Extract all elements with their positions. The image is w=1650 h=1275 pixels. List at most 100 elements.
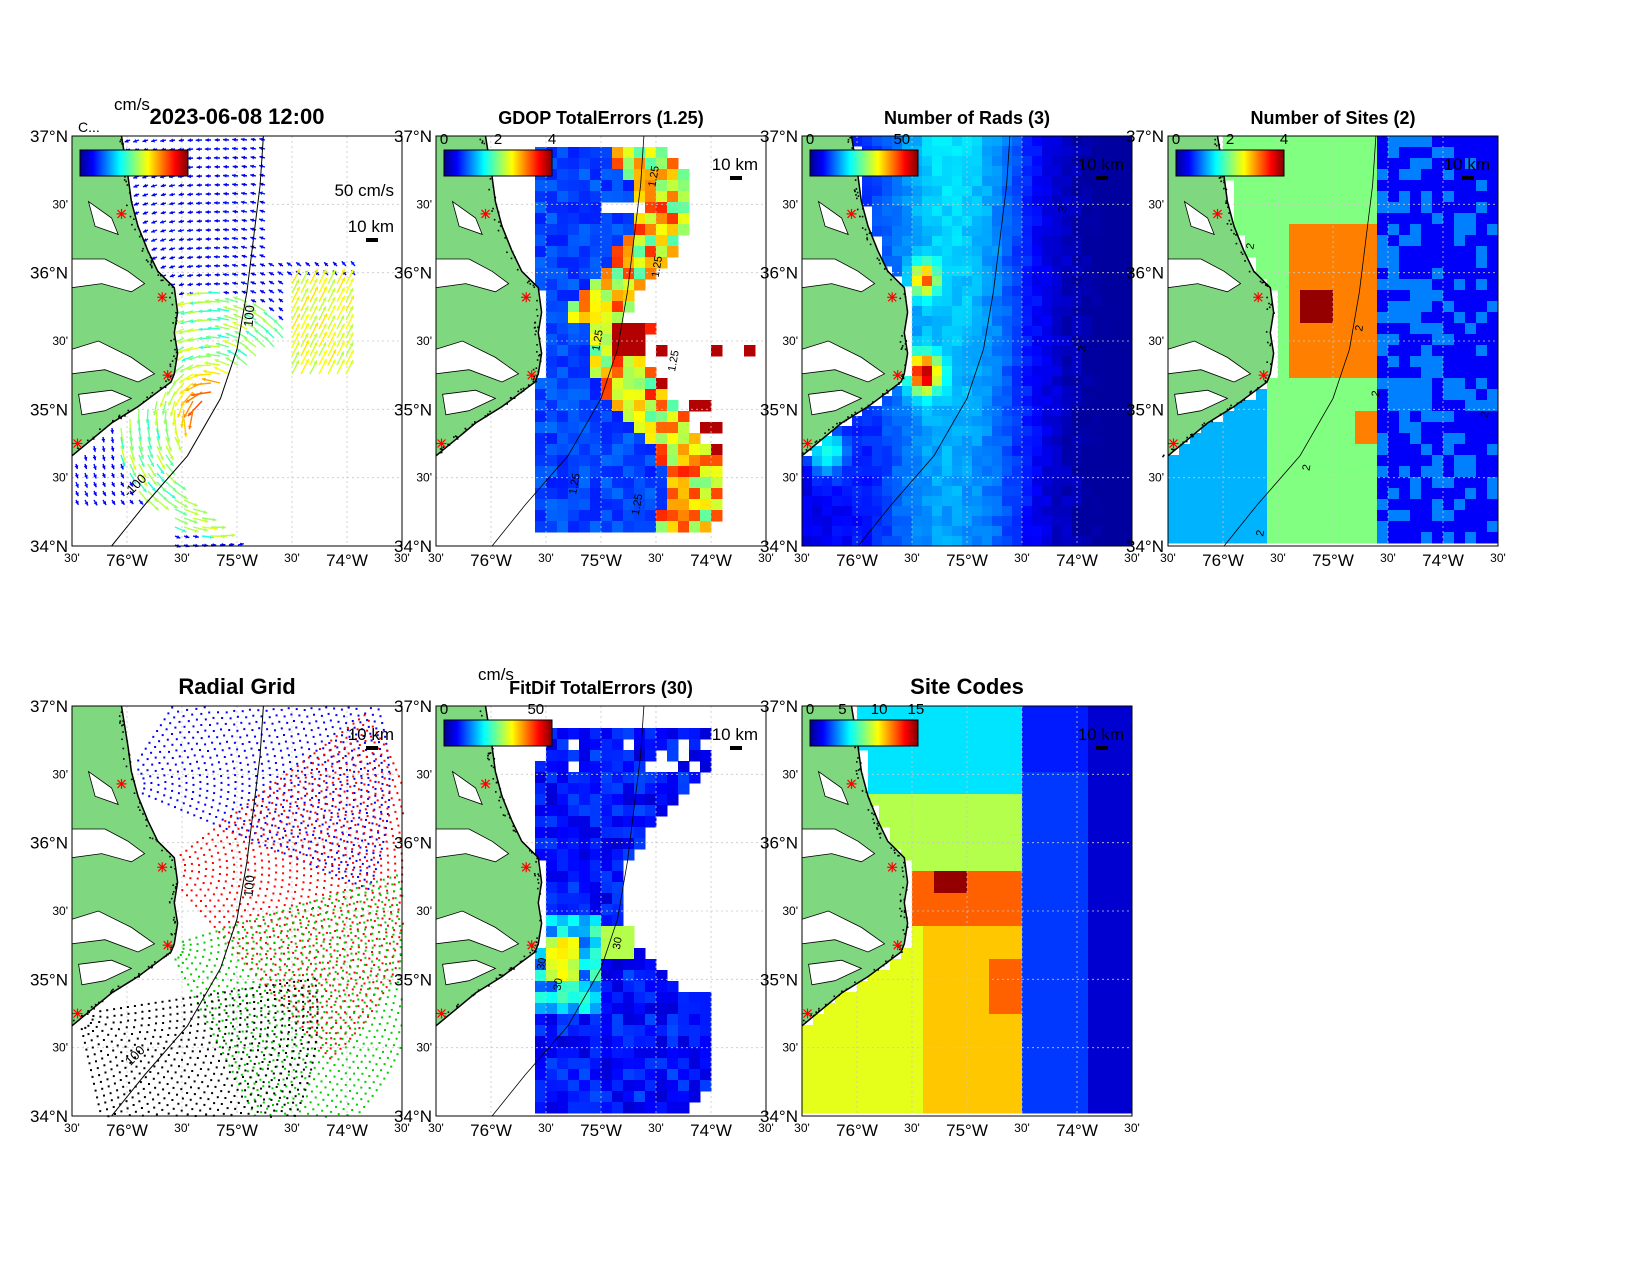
data-cell: [568, 279, 580, 291]
data-cell: [678, 477, 690, 489]
coast-speckle: [493, 218, 496, 221]
radial-grid-point: [229, 717, 232, 720]
data-cell: [892, 466, 903, 477]
data-cell: [1002, 136, 1013, 147]
coast-speckle: [900, 375, 903, 377]
radial-grid-point: [305, 734, 307, 737]
data-cell: [902, 246, 913, 257]
data-cell: [1052, 146, 1063, 157]
radial-grid-point: [199, 781, 202, 783]
vector-head: [182, 486, 186, 490]
data-cell: [1052, 156, 1063, 167]
vector-head: [178, 183, 183, 188]
data-cell: [982, 146, 993, 157]
data-cell: [952, 406, 963, 417]
radial-grid-point: [163, 756, 166, 759]
lat-tick-label: 34°N: [1126, 537, 1164, 556]
data-cell: [1366, 367, 1378, 379]
data-cell: [1366, 158, 1378, 170]
data-cell: [972, 416, 983, 427]
data-cell: [1476, 136, 1488, 148]
data-cell: [952, 366, 963, 377]
radial-grid-point: [335, 714, 338, 717]
radial-grid-point: [317, 799, 320, 801]
vector-head: [187, 174, 192, 179]
lat-tick-label: 30': [52, 197, 68, 211]
data-cell: [1092, 506, 1103, 517]
data-cell: [892, 396, 903, 407]
data-cell: [1311, 477, 1323, 489]
data-cell: [912, 366, 923, 377]
radial-grid-point: [349, 713, 352, 716]
coast-speckle: [150, 261, 153, 264]
data-cell: [1355, 345, 1367, 357]
data-cell: [932, 146, 943, 157]
radial-grid-point: [183, 749, 186, 752]
radial-grid-point: [367, 842, 370, 845]
radial-grid-point: [331, 762, 334, 765]
radial-grid-point: [191, 798, 194, 800]
data-cell: [1322, 301, 1334, 313]
data-cell: [1002, 186, 1013, 197]
data-cell: [1179, 521, 1191, 533]
coast-speckle: [534, 333, 537, 336]
radial-grid-point: [204, 729, 207, 732]
vector-head: [101, 473, 106, 478]
radial-grid-point: [209, 724, 211, 726]
data-cell: [667, 180, 679, 192]
data-cell: [1410, 191, 1422, 203]
data-cell: [1355, 499, 1367, 511]
radial-grid-point: [381, 775, 384, 778]
coast-speckle: [899, 283, 902, 285]
coast-speckle: [510, 396, 512, 399]
data-cell: [1042, 306, 1053, 317]
vector-head: [214, 228, 219, 232]
data-cell: [1082, 456, 1093, 467]
data-cell: [1042, 216, 1053, 227]
data-cell: [1300, 279, 1312, 291]
data-cell: [645, 169, 657, 181]
data-cell: [1062, 536, 1073, 547]
data-cell: [590, 356, 602, 368]
data-cell: [1082, 396, 1093, 407]
data-cell: [1443, 422, 1455, 434]
data-cell: [579, 488, 591, 500]
data-cell: [1278, 180, 1290, 192]
data-cell: [1388, 499, 1400, 511]
radial-grid-point: [143, 782, 146, 785]
data-cell: [579, 257, 591, 269]
data-cell: [992, 466, 1003, 477]
data-cell: [1022, 156, 1033, 167]
data-cell: [1289, 334, 1301, 346]
data-cell: [1454, 444, 1466, 456]
data-cell: [711, 466, 723, 478]
data-cell: [1092, 536, 1103, 547]
radial-grid-point: [283, 852, 286, 855]
data-cell: [1122, 226, 1133, 237]
data-cell: [1002, 436, 1013, 447]
data-cell: [623, 301, 635, 313]
data-cell: [557, 257, 569, 269]
data-cell: [972, 476, 983, 487]
radial-grid-point: [297, 733, 300, 736]
data-cell: [992, 496, 1003, 507]
radial-grid-point: [248, 722, 251, 725]
data-cell: [1399, 345, 1411, 357]
coast-speckle: [172, 322, 174, 324]
vector-head: [163, 496, 167, 501]
vector-head: [149, 454, 154, 459]
radial-grid-point: [324, 862, 327, 865]
data-cell: [902, 196, 913, 207]
vector-head: [232, 164, 237, 169]
radial-grid-point: [306, 715, 309, 718]
data-cell: [1322, 455, 1334, 467]
data-cell: [1377, 235, 1389, 247]
data-cell: [667, 224, 679, 236]
radial-grid-point: [199, 817, 202, 819]
data-cell: [568, 301, 580, 313]
vector-head: [252, 311, 257, 315]
data-cell: [1465, 532, 1477, 544]
data-cell: [1223, 510, 1235, 522]
data-cell: [1012, 396, 1023, 407]
radial-grid-point: [209, 756, 212, 759]
